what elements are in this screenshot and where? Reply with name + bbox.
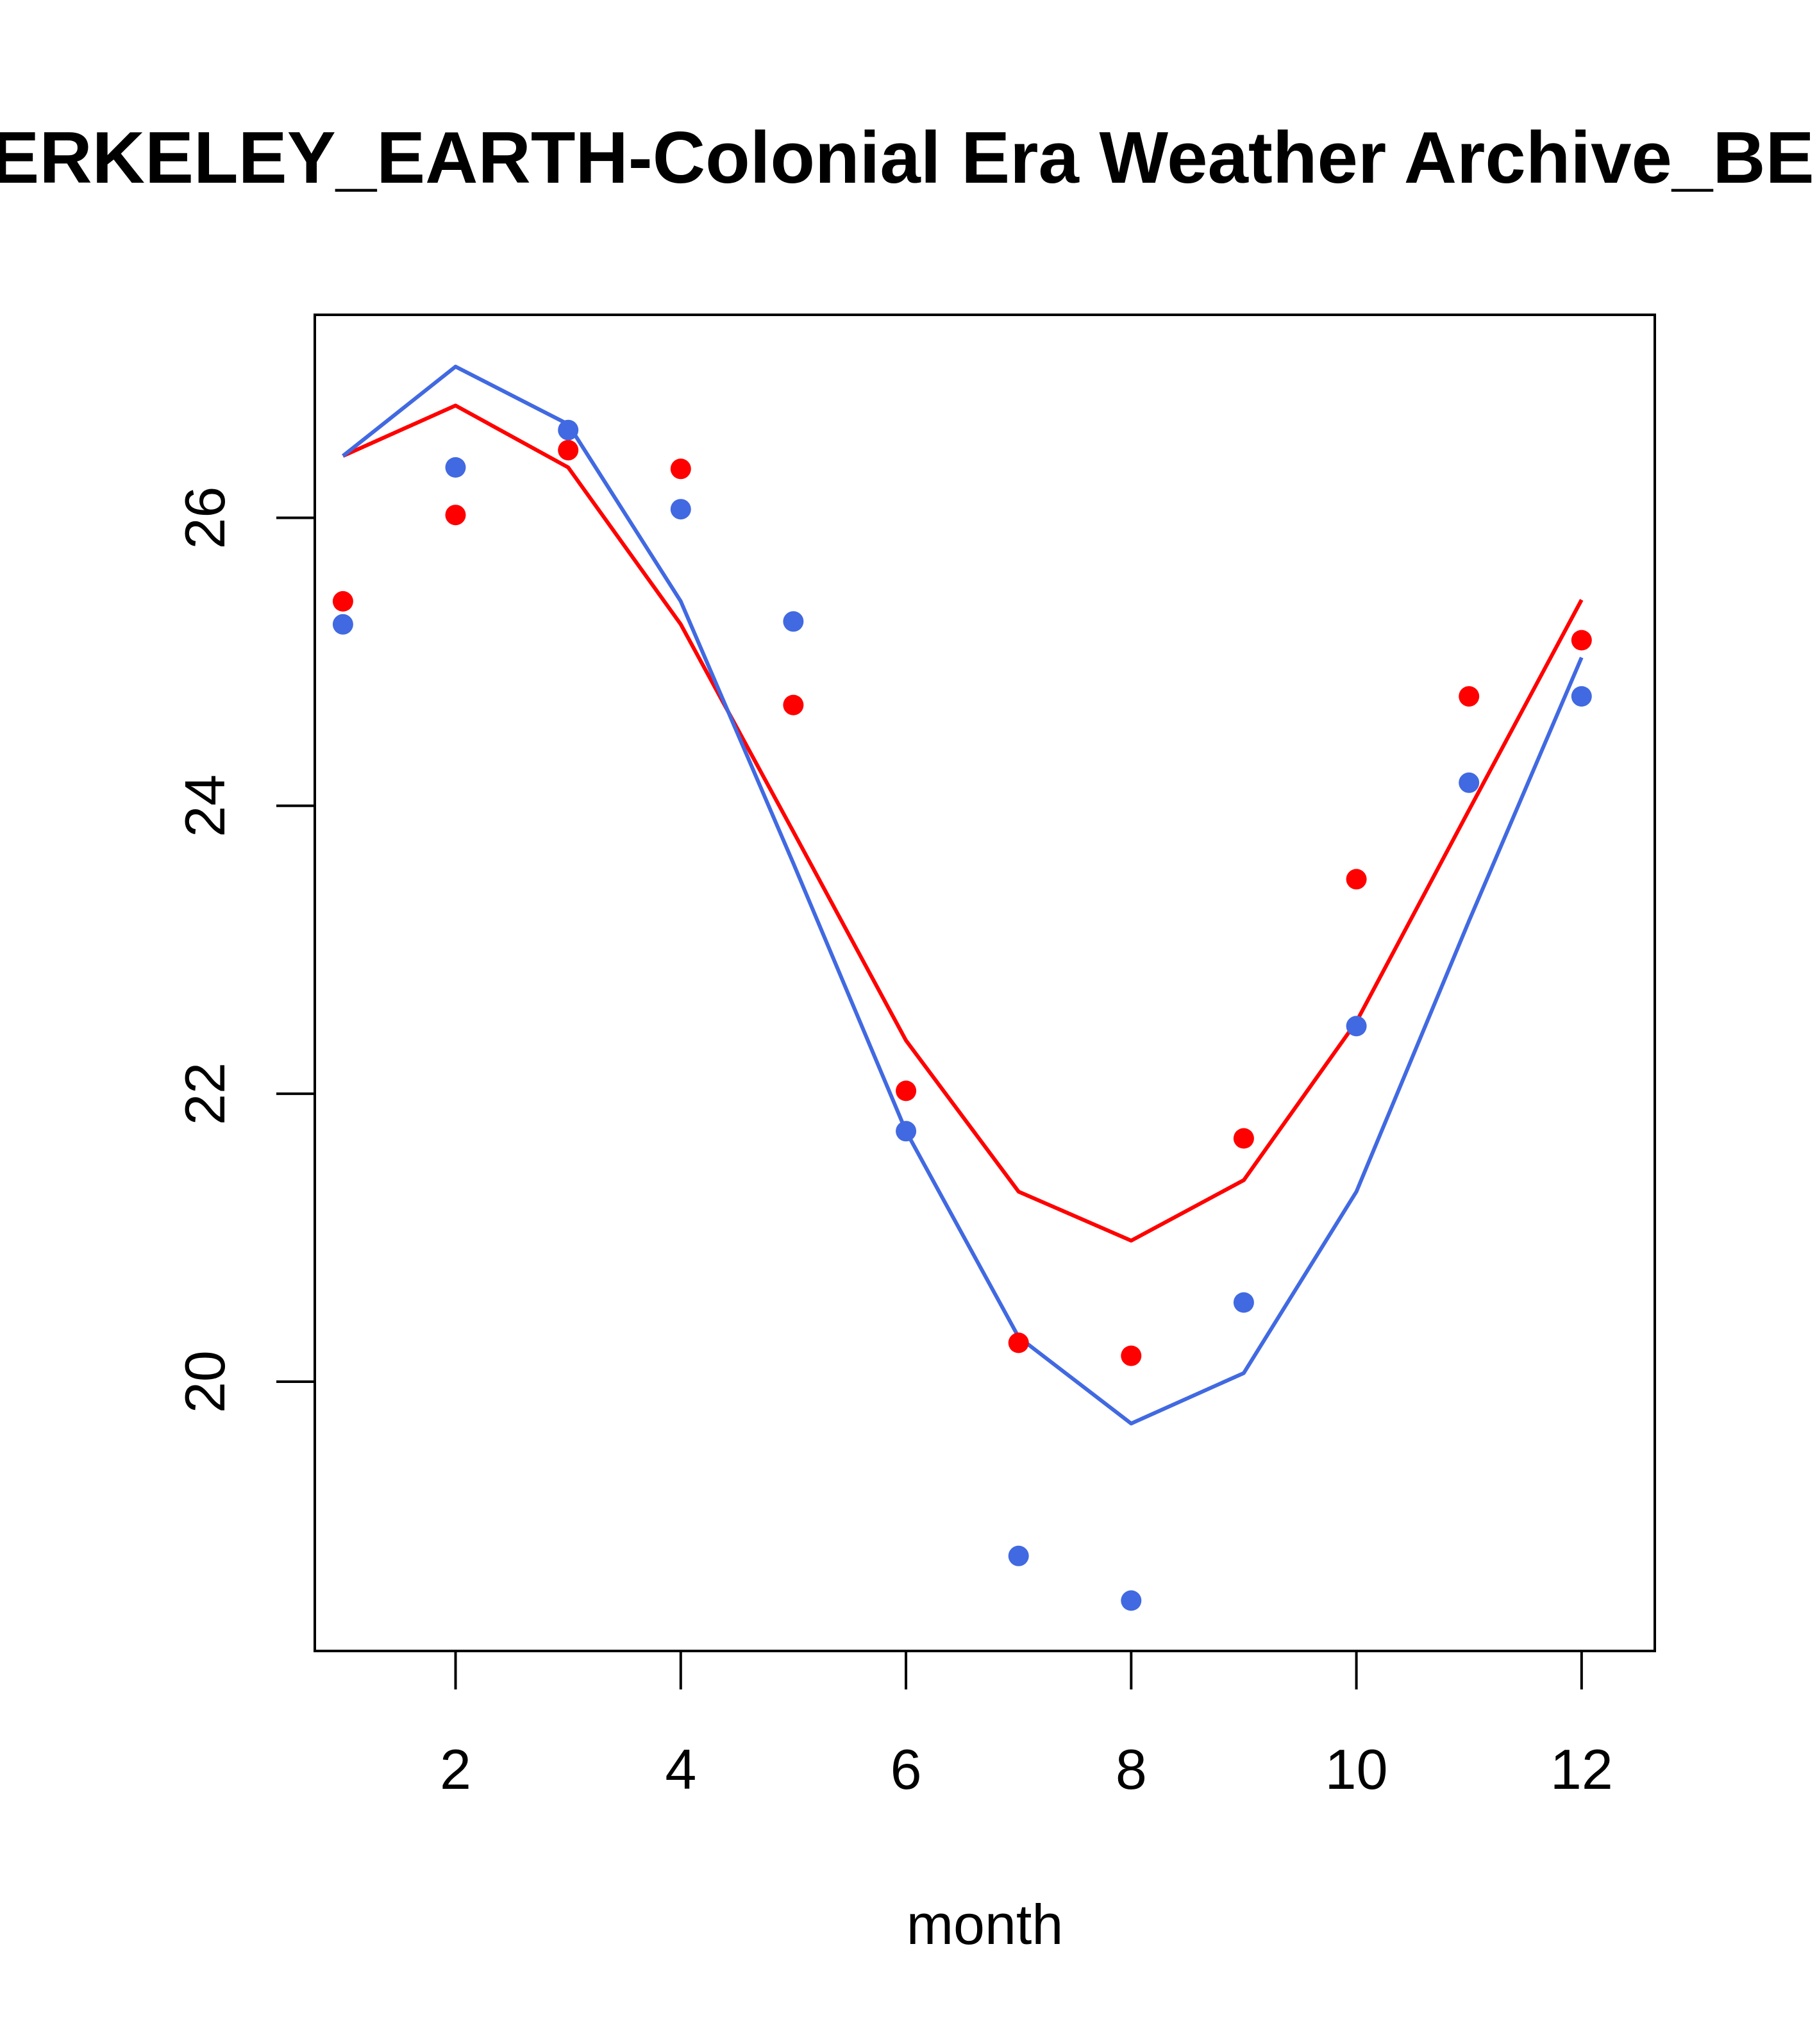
data-point-2-3 xyxy=(558,440,579,461)
plot-frame xyxy=(314,314,1656,1652)
data-point-3-3 xyxy=(558,419,579,440)
series-line-1 xyxy=(342,364,1584,1426)
data-point-3-4 xyxy=(670,499,691,520)
data-point-3-5 xyxy=(783,611,804,632)
data-point-2-4 xyxy=(670,458,691,480)
data-point-2-10 xyxy=(1346,869,1367,890)
data-point-3-10 xyxy=(1346,1016,1367,1037)
chart-title: BERKELEY_EARTH-Colonial Era Weather Arch… xyxy=(0,117,1817,199)
x-axis: 2 4 6 8 10 12 xyxy=(440,1650,1613,1801)
data-point-2-1 xyxy=(332,591,353,612)
y-tick-label-24: 24 xyxy=(173,775,237,837)
data-point-2-11 xyxy=(1459,686,1480,707)
data-point-3-6 xyxy=(896,1121,917,1142)
x-tick-label-12: 12 xyxy=(1550,1738,1613,1801)
chart-marks xyxy=(332,364,1592,1611)
data-point-2-12 xyxy=(1571,630,1592,651)
y-tick-label-22: 22 xyxy=(173,1062,237,1125)
data-point-3-11 xyxy=(1459,772,1480,793)
y-tick-label-20: 20 xyxy=(173,1350,237,1413)
x-tick-label-8: 8 xyxy=(1116,1738,1147,1801)
data-point-2-8 xyxy=(1121,1345,1142,1366)
data-point-2-7 xyxy=(1008,1332,1029,1353)
data-point-3-9 xyxy=(1233,1292,1254,1313)
data-point-3-8 xyxy=(1121,1590,1142,1611)
x-axis-label: month xyxy=(907,1893,1064,1956)
data-point-3-7 xyxy=(1008,1545,1029,1566)
x-tick-label-2: 2 xyxy=(440,1738,471,1801)
y-axis: 20 22 24 26 xyxy=(173,487,316,1413)
data-point-3-2 xyxy=(445,457,466,478)
x-tick-label-4: 4 xyxy=(665,1738,696,1801)
x-tick-label-6: 6 xyxy=(891,1738,922,1801)
data-point-2-9 xyxy=(1233,1128,1254,1149)
data-point-2-2 xyxy=(445,505,466,526)
data-point-2-5 xyxy=(783,694,804,716)
data-point-3-12 xyxy=(1571,686,1592,707)
y-tick-label-26: 26 xyxy=(173,487,237,549)
x-tick-label-10: 10 xyxy=(1325,1738,1388,1801)
data-point-3-1 xyxy=(332,614,353,635)
series-line-0 xyxy=(342,403,1584,1243)
data-point-2-6 xyxy=(896,1080,917,1102)
